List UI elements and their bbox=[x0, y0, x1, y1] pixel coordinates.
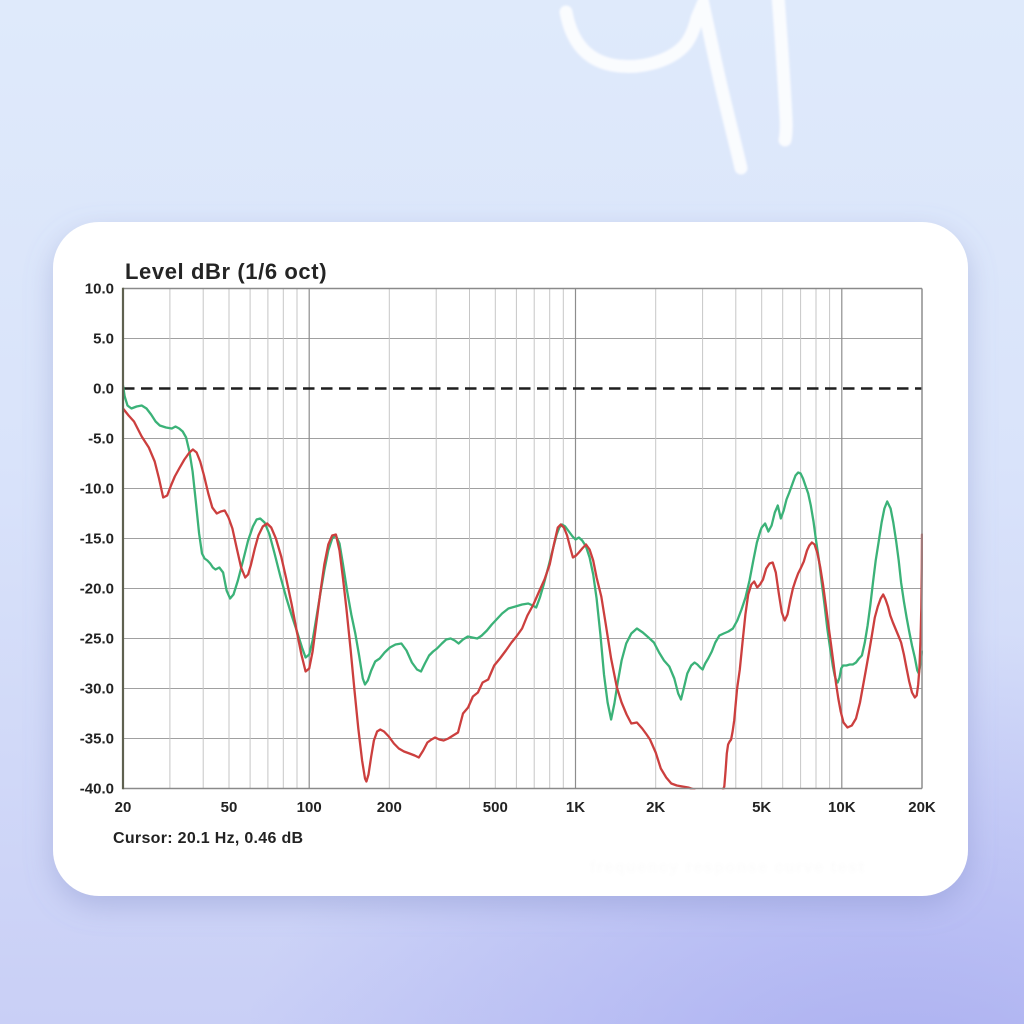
svg-text:20K: 20K bbox=[908, 799, 936, 816]
svg-text:5.0: 5.0 bbox=[93, 331, 114, 348]
svg-text:20: 20 bbox=[115, 799, 132, 816]
svg-text:50: 50 bbox=[221, 799, 238, 816]
svg-text:-30.0: -30.0 bbox=[80, 681, 114, 698]
svg-text:frequency response curve test: frequency response curve test bbox=[590, 859, 866, 876]
svg-text:10.0: 10.0 bbox=[85, 281, 114, 298]
svg-text:Cursor: 20.1 Hz, 0.46 dB: Cursor: 20.1 Hz, 0.46 dB bbox=[113, 830, 303, 847]
svg-text:Level dBr (1/6 oct): Level dBr (1/6 oct) bbox=[125, 259, 327, 284]
svg-text:2K: 2K bbox=[646, 799, 665, 816]
svg-text:100: 100 bbox=[297, 799, 322, 816]
svg-text:-15.0: -15.0 bbox=[80, 531, 114, 548]
svg-text:5K: 5K bbox=[752, 799, 771, 816]
svg-text:500: 500 bbox=[483, 799, 508, 816]
svg-text:0.0: 0.0 bbox=[93, 381, 114, 398]
svg-text:-5.0: -5.0 bbox=[88, 431, 114, 448]
svg-text:10K: 10K bbox=[828, 799, 856, 816]
svg-text:-35.0: -35.0 bbox=[80, 731, 114, 748]
svg-text:200: 200 bbox=[377, 799, 402, 816]
svg-text:-25.0: -25.0 bbox=[80, 631, 114, 648]
svg-text:-40.0: -40.0 bbox=[80, 781, 114, 798]
svg-text:-10.0: -10.0 bbox=[80, 481, 114, 498]
svg-text:-20.0: -20.0 bbox=[80, 581, 114, 598]
svg-text:1K: 1K bbox=[566, 799, 585, 816]
